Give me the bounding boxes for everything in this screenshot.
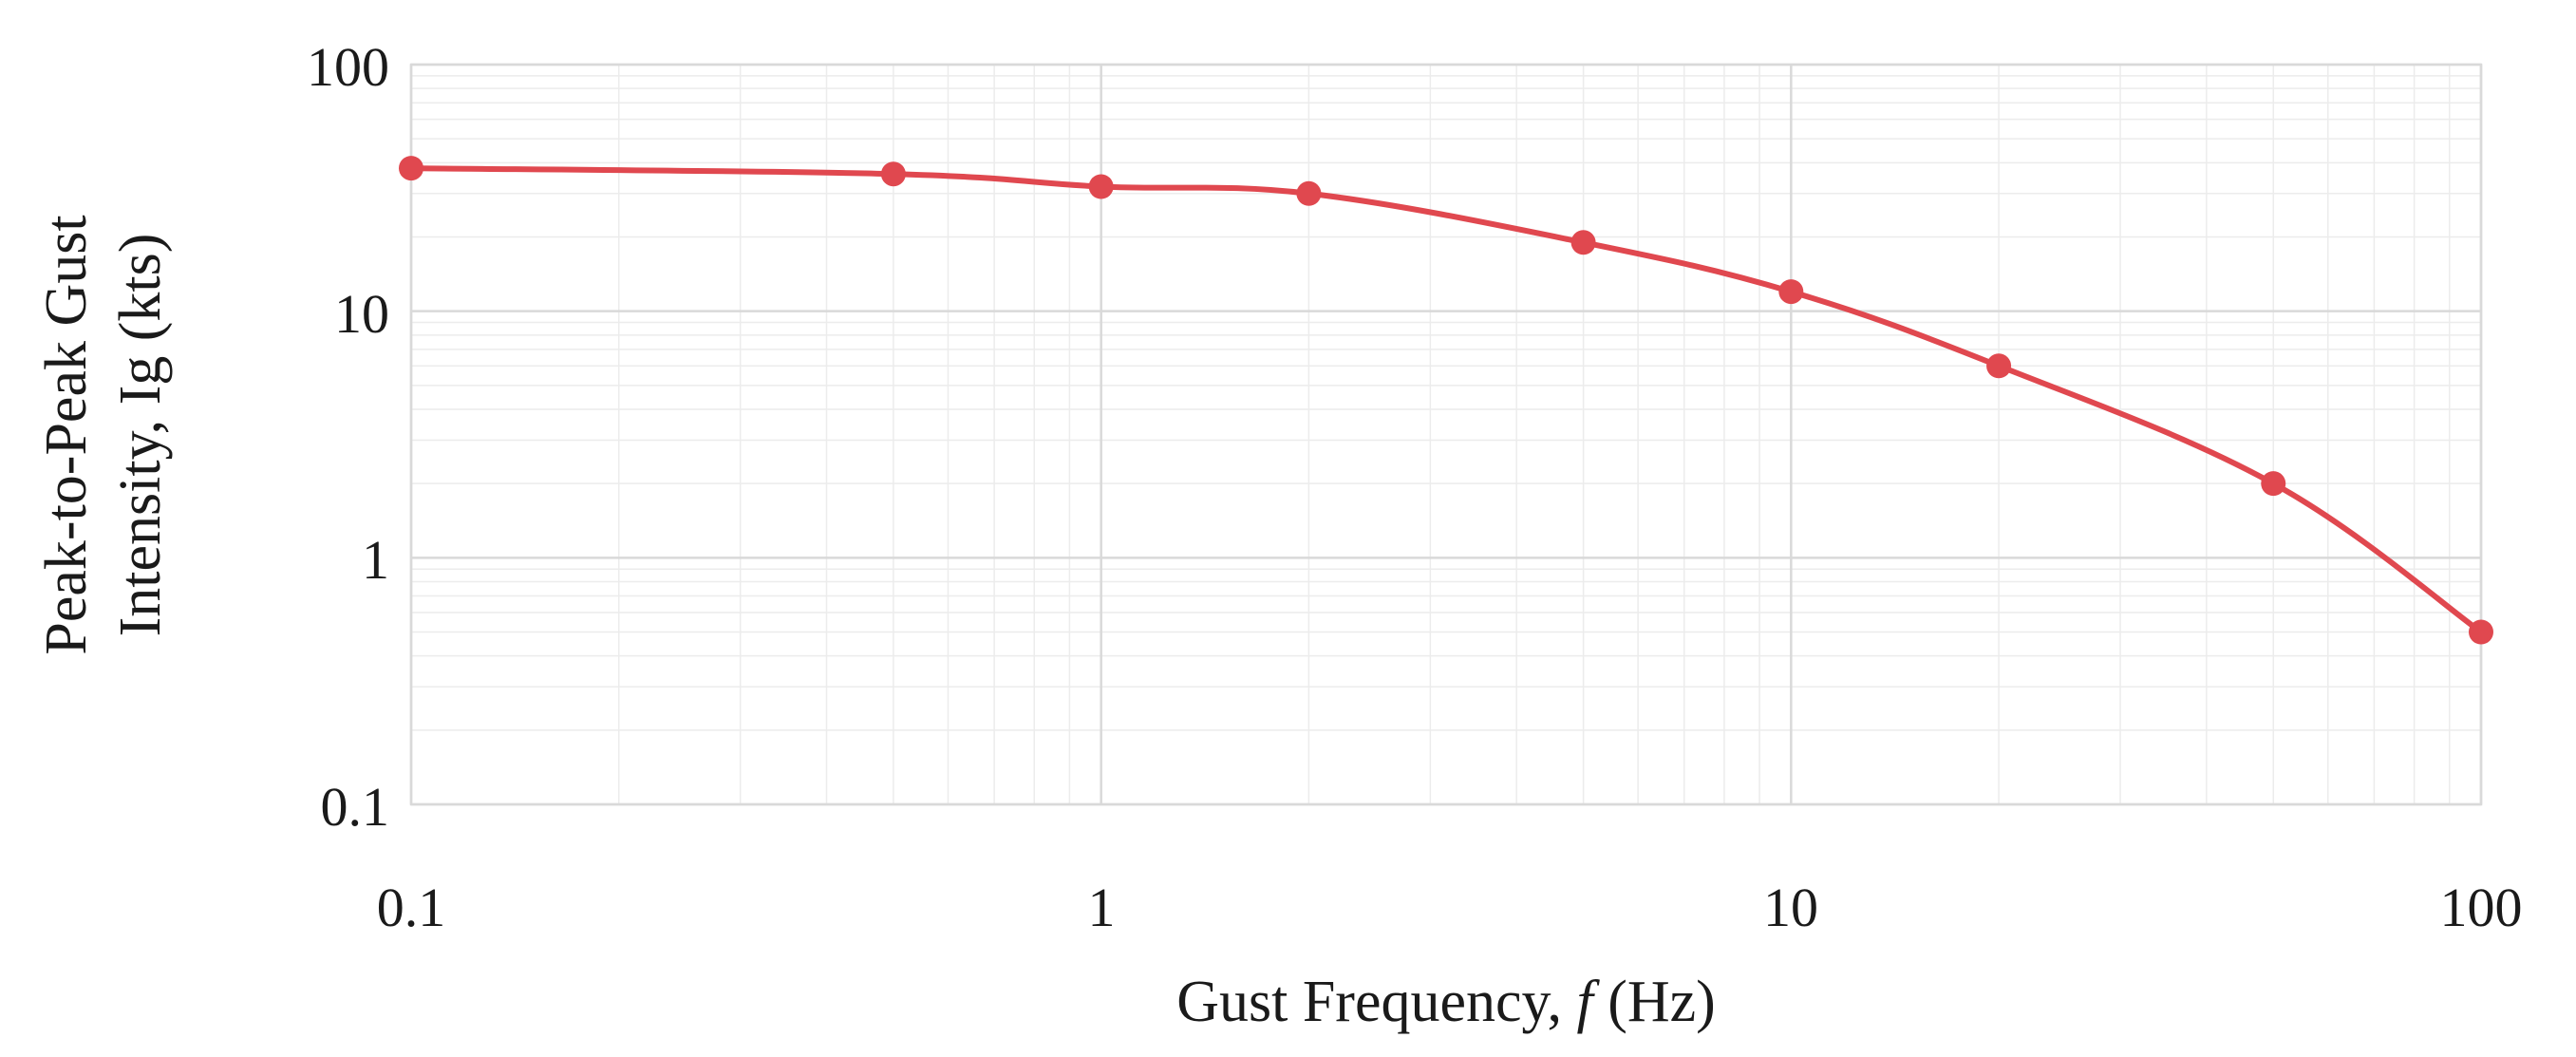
data-point <box>1570 230 1596 255</box>
x-axis-title-suffix: (Hz) <box>1593 970 1716 1034</box>
y-tick-labels: 100 10 1 0.1 <box>307 36 389 838</box>
series-layer <box>399 156 2493 645</box>
y-tick-label-10: 10 <box>334 283 389 345</box>
data-point <box>880 161 906 187</box>
plot-area <box>409 63 2483 806</box>
data-point <box>399 156 423 181</box>
series-line <box>408 165 2484 635</box>
data-point <box>2261 471 2286 497</box>
x-tick-label-100: 100 <box>2440 877 2523 938</box>
x-tick-label-1: 1 <box>1088 877 1116 938</box>
x-tick-label-10: 10 <box>1763 877 1818 938</box>
data-point <box>2469 619 2493 645</box>
y-axis-title-line2: Intensity, Ig (kts) <box>108 234 173 637</box>
x-axis-title: Gust Frequency, f (Hz) <box>1176 970 1716 1034</box>
y-tick-label-0.1: 0.1 <box>321 776 390 838</box>
y-tick-label-100: 100 <box>307 36 389 98</box>
data-point <box>1296 180 1322 206</box>
y-tick-label-1: 1 <box>362 529 389 591</box>
y-axis-title-line1: Peak-to-Peak Gust <box>34 215 99 654</box>
data-point <box>1986 353 2012 379</box>
data-point <box>1088 174 1114 199</box>
x-tick-labels: 0.1 1 10 100 <box>377 877 2523 938</box>
x-axis-title-prefix: Gust Frequency, <box>1176 970 1576 1034</box>
data-point <box>1778 279 1804 305</box>
x-tick-label-0.1: 0.1 <box>377 877 446 938</box>
grid <box>409 63 2483 806</box>
